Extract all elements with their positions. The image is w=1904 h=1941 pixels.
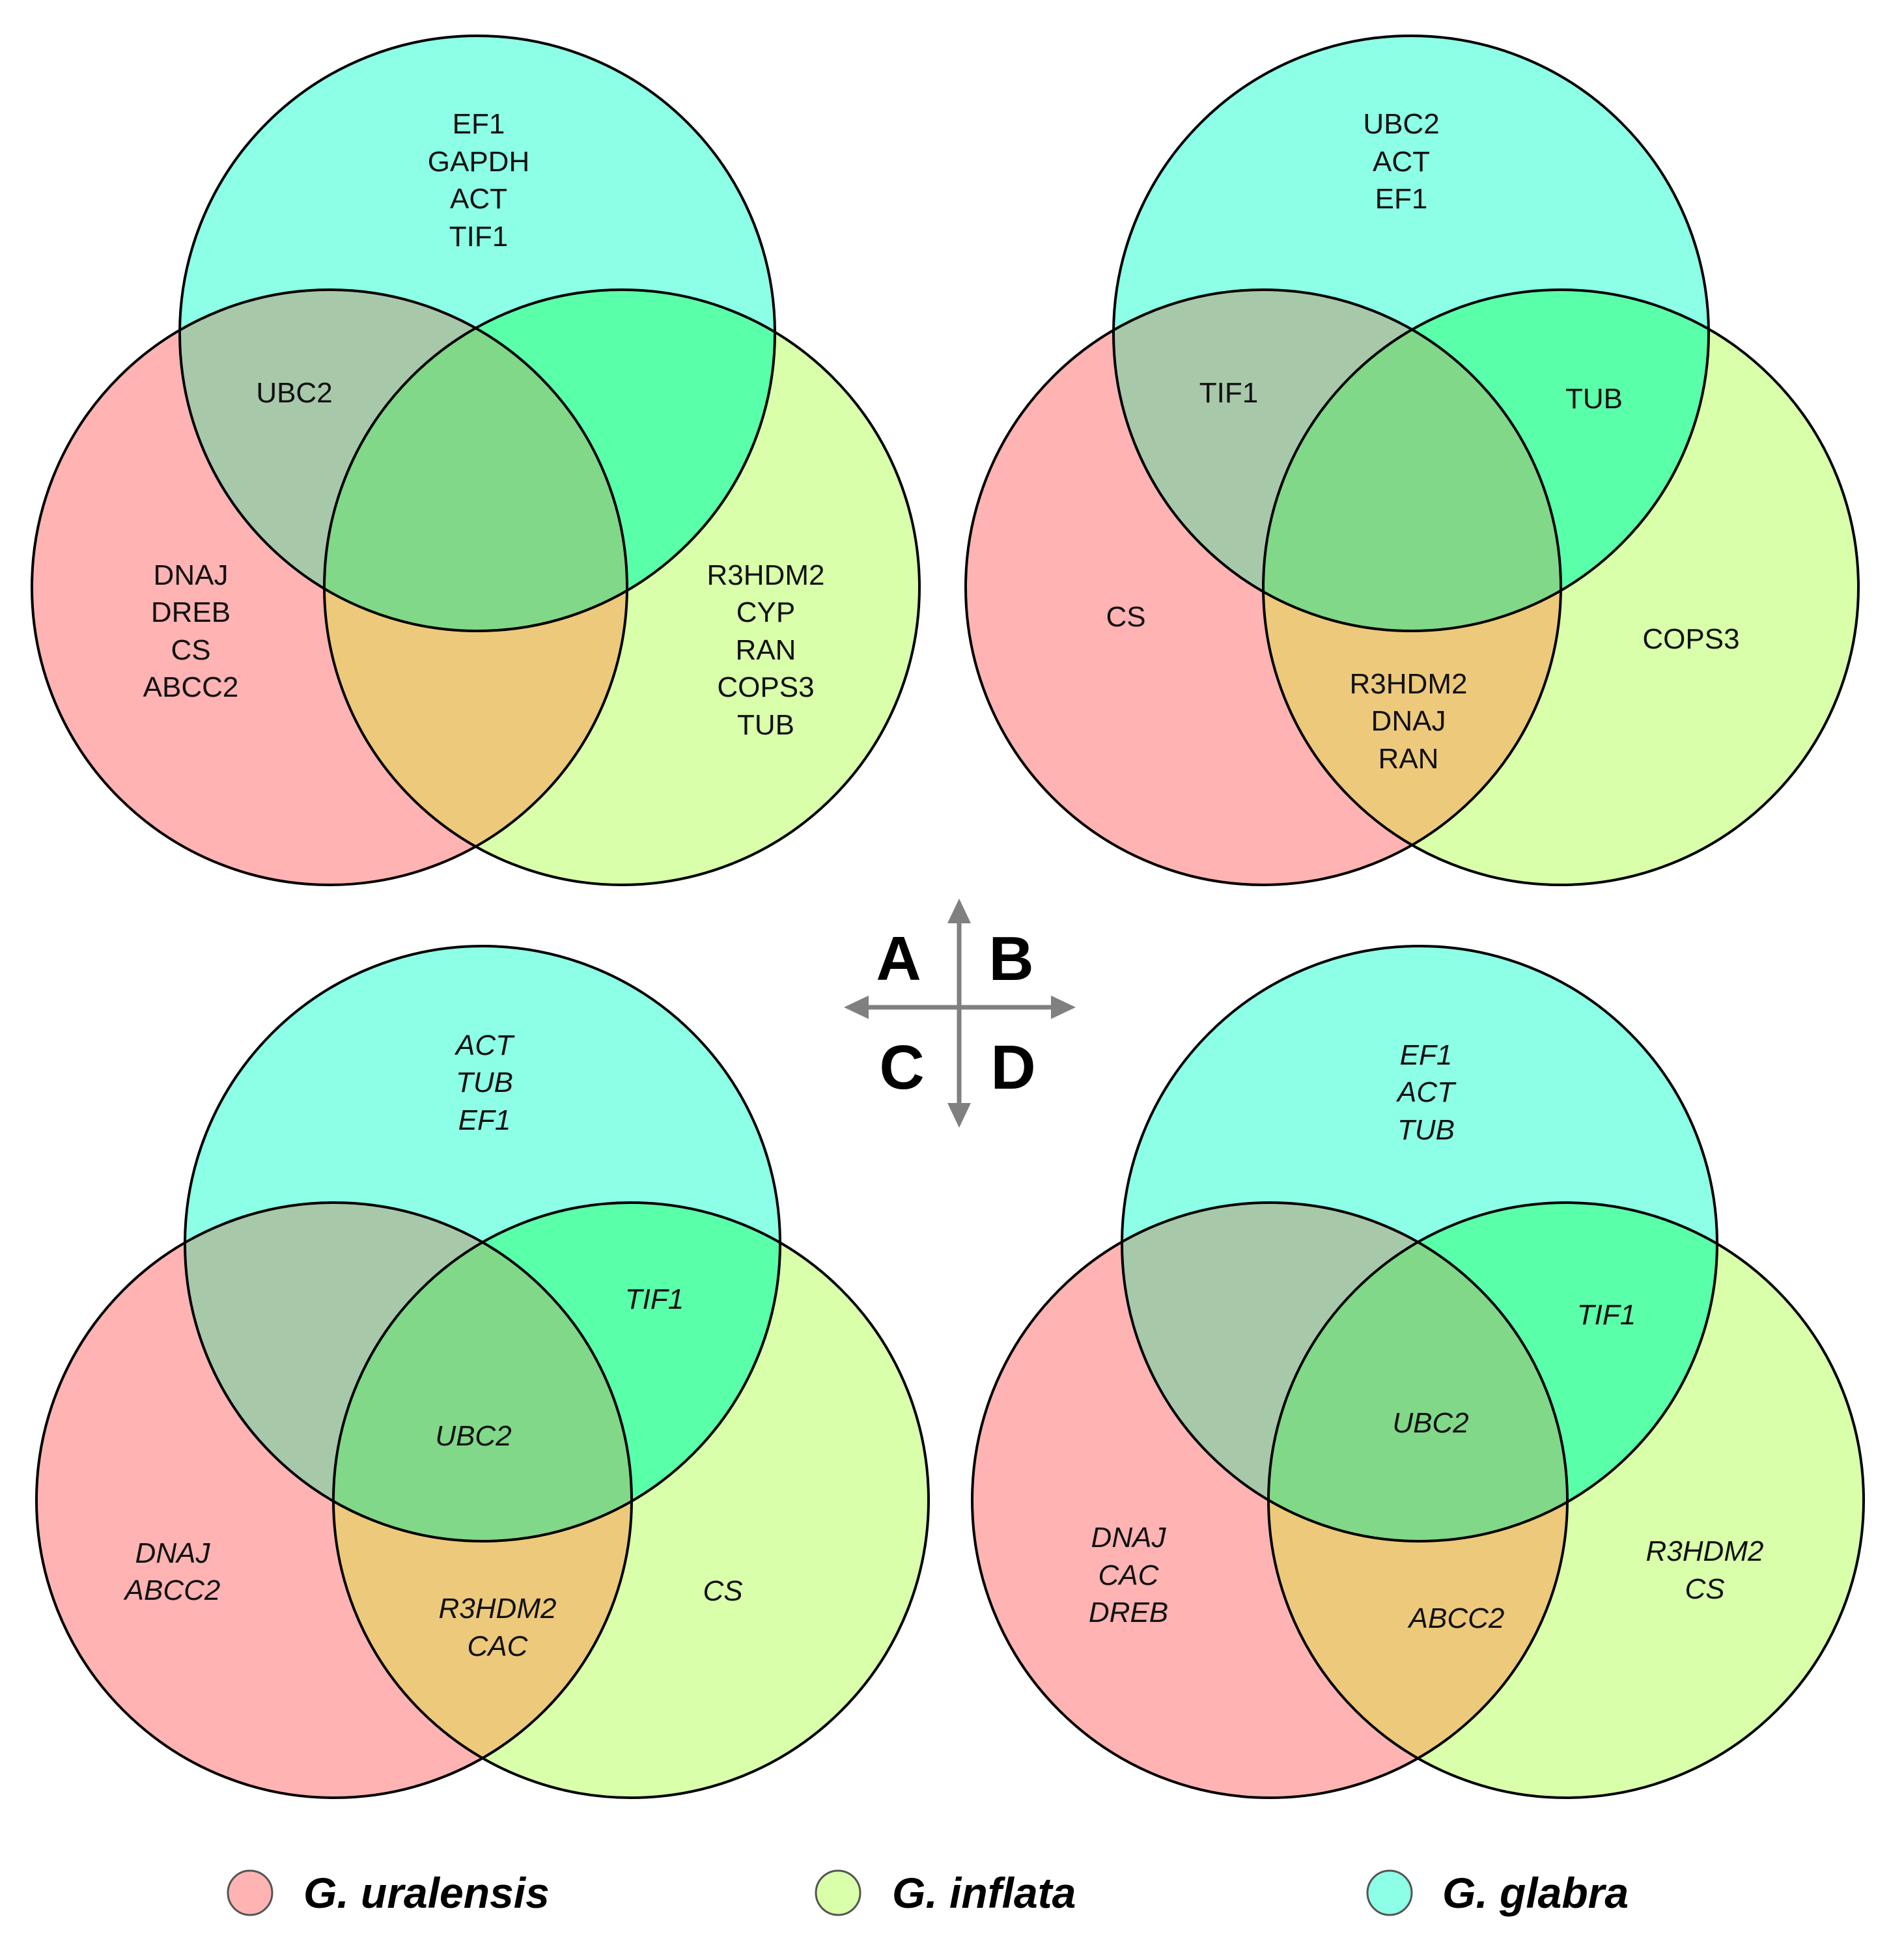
gene-label: TIF1 xyxy=(1577,1299,1636,1331)
gene-labels-panel-a: EF1 GAPDH ACT TIF1 UBC2 DNAJ DREB CS ABC… xyxy=(143,108,825,741)
arrow-down-icon xyxy=(947,1103,971,1128)
circle-outlines xyxy=(971,945,1865,1799)
gene-label: R3HDM2 xyxy=(439,1593,557,1625)
legend-item-inflata: G. inflata xyxy=(815,1869,1076,1917)
gene-label: UBC2 xyxy=(1392,1407,1468,1439)
gene-label: ACT xyxy=(454,1029,515,1061)
gene-label: UBC2 xyxy=(256,377,332,409)
legend-label-uralensis: G. uralensis xyxy=(303,1869,550,1917)
gene-label: TUB xyxy=(456,1067,513,1098)
venn-panel-c: ACT TUB EF1 TIF1 UBC2 DNAJ ABCC2 R3HDM2 … xyxy=(35,945,930,1799)
gene-label: EF1 xyxy=(1400,1039,1453,1071)
legend-swatch-inflata xyxy=(815,1869,861,1916)
venn-panel-a: EF1 GAPDH ACT TIF1 UBC2 DNAJ DREB CS ABC… xyxy=(31,35,921,886)
venn-panel-d: EF1 ACT TUB TIF1 UBC2 DNAJ CAC DREB R3HD… xyxy=(971,945,1865,1799)
circle-outlines xyxy=(964,35,1860,886)
gene-label: TIF1 xyxy=(1199,377,1258,409)
gene-label: ABCC2 xyxy=(1407,1602,1505,1634)
gene-label: GAPDH xyxy=(428,146,529,178)
gene-label: EF1 xyxy=(453,108,505,140)
panel-key-compass: A B C D xyxy=(844,899,1076,1128)
gene-label: TUB xyxy=(1397,1114,1455,1146)
overlap-all-three xyxy=(1263,290,1561,631)
gene-label: EF1 xyxy=(458,1104,511,1136)
gene-label: CS xyxy=(1685,1573,1724,1605)
gene-label: CAC xyxy=(1099,1559,1160,1591)
panel-letter-a: A xyxy=(876,924,921,994)
gene-labels-panel-d: EF1 ACT TUB TIF1 UBC2 DNAJ CAC DREB R3HD… xyxy=(1089,1039,1764,1634)
gene-label: TUB xyxy=(1565,383,1623,415)
legend-label-glabra: G. glabra xyxy=(1442,1869,1629,1917)
overlap-all-three xyxy=(324,290,627,631)
gene-label: DREB xyxy=(151,596,231,628)
gene-label: DREB xyxy=(1089,1597,1168,1628)
arrow-right-icon xyxy=(1051,996,1076,1019)
panel-letter-b: B xyxy=(988,924,1033,994)
gene-label: CS xyxy=(703,1575,742,1607)
gene-label: CS xyxy=(171,634,210,666)
gene-label: COPS3 xyxy=(717,671,814,703)
legend-label-inflata: G. inflata xyxy=(892,1869,1076,1917)
gene-label: DNAJ xyxy=(1371,705,1446,737)
panel-letter-d: D xyxy=(990,1033,1035,1102)
gene-label: CS xyxy=(1106,601,1145,633)
gene-label: CYP xyxy=(736,596,795,628)
gene-label: ACT xyxy=(450,183,507,215)
gene-label: TIF1 xyxy=(625,1283,684,1315)
gene-label: R3HDM2 xyxy=(707,559,825,591)
legend: G. uralensis G. inflata G. glabra xyxy=(227,1869,1629,1917)
gene-label: R3HDM2 xyxy=(1350,668,1468,700)
gene-label: R3HDM2 xyxy=(1646,1535,1764,1567)
gene-label: ACT xyxy=(1395,1076,1457,1108)
gene-label: ACT xyxy=(1373,146,1430,178)
gene-labels-panel-c: ACT TUB EF1 TIF1 UBC2 DNAJ ABCC2 R3HDM2 … xyxy=(123,1029,743,1662)
legend-item-uralensis: G. uralensis xyxy=(227,1869,550,1917)
gene-label: DNAJ xyxy=(135,1537,211,1569)
gene-label: ABCC2 xyxy=(143,671,239,703)
arrow-up-icon xyxy=(947,899,971,923)
gene-label: UBC2 xyxy=(435,1420,511,1452)
gene-label: TIF1 xyxy=(449,221,508,253)
gene-label: EF1 xyxy=(1375,183,1428,215)
gene-label: ABCC2 xyxy=(123,1574,221,1606)
circle-outlines xyxy=(35,945,930,1799)
panel-letter-c: C xyxy=(879,1033,924,1102)
gene-labels-panel-b: UBC2 ACT EF1 TIF1 TUB CS COPS3 R3HDM2 DN… xyxy=(1106,108,1739,775)
legend-swatch-uralensis xyxy=(227,1869,273,1916)
legend-item-glabra: G. glabra xyxy=(1366,1869,1629,1917)
gene-label: RAN xyxy=(1379,743,1439,775)
venn-panel-b: UBC2 ACT EF1 TIF1 TUB CS COPS3 R3HDM2 DN… xyxy=(964,35,1860,886)
gene-label: COPS3 xyxy=(1642,623,1739,655)
gene-label: TUB xyxy=(737,709,794,741)
gene-label: DNAJ xyxy=(1091,1522,1167,1554)
gene-label: CAC xyxy=(468,1630,529,1662)
gene-label: RAN xyxy=(736,634,796,666)
arrow-left-icon xyxy=(844,996,869,1019)
legend-swatch-glabra xyxy=(1366,1869,1413,1916)
gene-label: UBC2 xyxy=(1363,108,1439,140)
gene-label: DNAJ xyxy=(154,559,229,591)
circle-outlines xyxy=(31,35,921,886)
